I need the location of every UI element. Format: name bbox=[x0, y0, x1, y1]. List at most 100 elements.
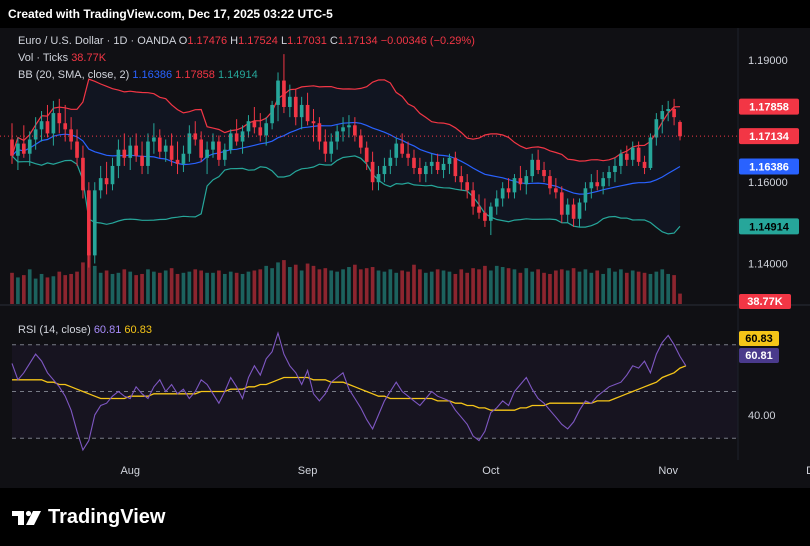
candle-body bbox=[571, 204, 576, 219]
candle-body bbox=[122, 149, 127, 158]
legend-row-volume: Vol · Ticks 38.77K bbox=[18, 52, 106, 64]
candle-body bbox=[240, 131, 245, 142]
legend-bb-lower: 1.14914 bbox=[217, 69, 258, 81]
volume-bar bbox=[21, 275, 26, 304]
candle-body bbox=[559, 192, 564, 215]
candle-body bbox=[512, 178, 517, 193]
candle-body bbox=[660, 111, 665, 120]
candle-body bbox=[317, 123, 322, 142]
volume-bar bbox=[358, 269, 363, 304]
volume-bar bbox=[92, 265, 97, 304]
volume-bar bbox=[311, 265, 316, 304]
legend-o-value: 1.17476 bbox=[187, 35, 228, 47]
volume-bar bbox=[329, 270, 334, 304]
volume-bar bbox=[57, 271, 62, 304]
chart-svg[interactable]: 1.19000 1.16000 1.14000 1.17858 1.17134 1.163… bbox=[0, 28, 810, 488]
tradingview-logo[interactable]: TradingView bbox=[12, 506, 165, 529]
candle-body bbox=[175, 159, 180, 164]
volume-bar bbox=[288, 267, 292, 304]
legend-l-value: 1.17031 bbox=[287, 35, 327, 47]
volume-bar bbox=[666, 273, 671, 304]
volume-bar bbox=[565, 270, 570, 304]
volume-bar bbox=[140, 273, 144, 304]
candle-body bbox=[299, 104, 304, 118]
candle-body bbox=[595, 182, 600, 187]
volume-bar bbox=[98, 272, 103, 304]
volume-bar bbox=[382, 271, 387, 304]
volume-bar bbox=[589, 272, 594, 304]
candle-body bbox=[530, 159, 535, 177]
volume-bar bbox=[459, 269, 464, 304]
volume-bar bbox=[293, 264, 298, 304]
candle-body bbox=[418, 167, 422, 175]
candle-body bbox=[246, 121, 251, 132]
candle-body bbox=[518, 178, 523, 185]
volume-bar bbox=[341, 269, 345, 304]
chart-area[interactable]: 1.19000 1.16000 1.14000 1.17858 1.17134 1.163… bbox=[0, 28, 810, 488]
volume-bar bbox=[87, 252, 91, 304]
candle-body bbox=[423, 165, 428, 175]
volume-bar bbox=[240, 273, 245, 304]
candle-body bbox=[87, 190, 91, 256]
legend-bb-basis: 1.16386 bbox=[132, 69, 173, 81]
candle-body bbox=[293, 96, 298, 118]
candle-body bbox=[157, 137, 162, 152]
volume-bar bbox=[548, 273, 552, 304]
volume-bar bbox=[187, 271, 192, 304]
candle-body bbox=[672, 109, 676, 118]
candle-body bbox=[358, 135, 363, 148]
candle-body bbox=[477, 206, 481, 213]
candle-body bbox=[51, 113, 56, 134]
bb-lower-line bbox=[11, 155, 681, 235]
volume-bar bbox=[258, 269, 263, 304]
candle-body bbox=[63, 123, 68, 130]
candle-body bbox=[140, 155, 144, 166]
candle-body bbox=[459, 176, 464, 183]
volume-badge: 38.77K bbox=[747, 296, 783, 308]
footer: TradingView bbox=[0, 488, 810, 546]
candle-body bbox=[471, 190, 475, 207]
volume-bar bbox=[376, 270, 381, 304]
last-price-badge: 1.17134 bbox=[749, 131, 790, 143]
candle-body bbox=[548, 176, 552, 189]
candle-body bbox=[577, 202, 582, 219]
volume-bar bbox=[394, 272, 399, 304]
volume-bar bbox=[69, 273, 73, 304]
candle-body bbox=[110, 165, 115, 185]
volume-bar bbox=[624, 272, 629, 304]
candle-body bbox=[500, 188, 505, 199]
candle-body bbox=[16, 143, 20, 156]
legend-change: −0.00346 (−0.29%) bbox=[380, 35, 475, 47]
bb-lower-badge-bg bbox=[739, 218, 799, 235]
volume-bar bbox=[483, 265, 487, 304]
candle-body bbox=[601, 178, 605, 187]
volume-bar bbox=[559, 269, 564, 304]
volume-bar bbox=[370, 267, 375, 304]
time-axis-label: Aug bbox=[120, 465, 140, 477]
time-axis-label: Dec bbox=[806, 465, 810, 477]
candle-body bbox=[39, 121, 44, 130]
time-axis-label: Oct bbox=[482, 465, 499, 477]
volume-bar bbox=[672, 275, 676, 304]
volume-bar bbox=[630, 270, 635, 304]
legend-l-label: L bbox=[280, 35, 288, 47]
rsi-badge: 60.81 bbox=[745, 350, 773, 362]
created-caption: Created with TradingView.com, Dec 17, 20… bbox=[8, 7, 333, 21]
volume-bar bbox=[199, 270, 204, 304]
candle-body bbox=[276, 80, 280, 105]
candle-body bbox=[228, 133, 233, 150]
volume-bar bbox=[554, 270, 558, 304]
rsi-ma-badge: 60.83 bbox=[745, 333, 773, 345]
candle-body bbox=[252, 121, 257, 128]
volume-bar bbox=[518, 272, 523, 304]
legend-vol-value: 38.77K bbox=[71, 52, 107, 64]
volume-bar bbox=[506, 268, 511, 304]
volume-bar bbox=[276, 262, 280, 304]
volume-bar bbox=[317, 269, 322, 304]
volume-bar bbox=[228, 271, 233, 304]
legend-row-bb: BB (20, SMA, close, 2) 1.16386 1.17858 1… bbox=[18, 69, 258, 81]
candle-body bbox=[636, 147, 641, 162]
top-bar: Created with TradingView.com, Dec 17, 20… bbox=[0, 0, 810, 28]
tradingview-logo-text: TradingView bbox=[48, 506, 166, 528]
volume-bar bbox=[305, 263, 310, 304]
